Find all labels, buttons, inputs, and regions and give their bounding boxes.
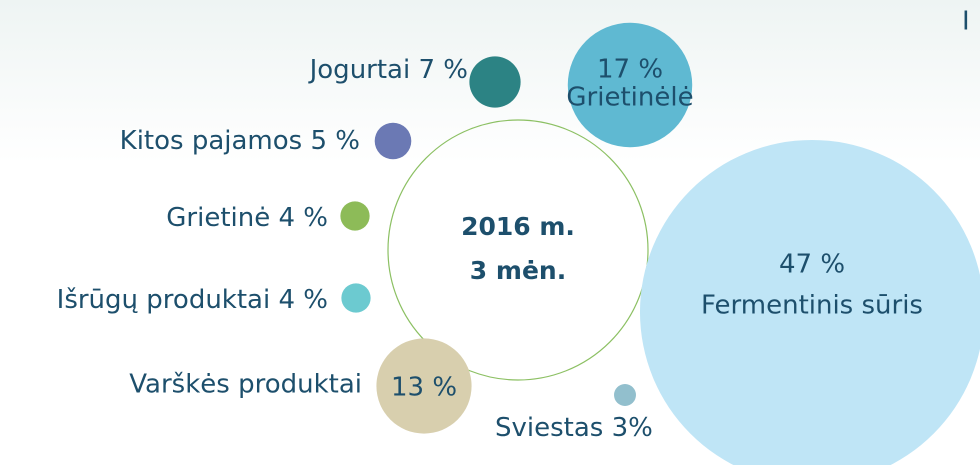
bubble — [376, 338, 472, 434]
bubble-label: Kitos pajamos 5 % — [120, 126, 360, 156]
value-label: 17 % — [597, 55, 663, 85]
corner-text: I — [962, 7, 970, 37]
value-label: 4 % — [278, 285, 328, 315]
center-label: 3 mėn. — [470, 256, 566, 285]
category-name: Jogurtai — [308, 55, 411, 85]
bubble-label: Grietinė 4 % — [166, 203, 328, 233]
bubble — [614, 384, 636, 406]
value-label: 3% — [612, 413, 653, 443]
bubble — [640, 140, 980, 465]
bubble — [341, 283, 371, 313]
bubble — [567, 22, 693, 148]
bubble-label: Išrūgų produktai 4 % — [57, 285, 328, 315]
center-label: 2016 m. — [461, 212, 575, 241]
category-name: Sviestas — [495, 413, 603, 443]
value-label: 13 % — [391, 373, 457, 403]
category-name: Grietinėlė — [566, 83, 693, 113]
value-label: 7 % — [418, 55, 468, 85]
bubble-label: Sviestas 3% — [495, 413, 653, 443]
center-circle — [387, 119, 649, 381]
bubble-label: Jogurtai 7 % — [308, 55, 468, 85]
value-label: 5 % — [310, 126, 360, 156]
category-name: Fermentinis sūris — [701, 291, 923, 321]
category-name: Grietinė — [166, 203, 270, 233]
bubble — [340, 201, 370, 231]
value-label: 4 % — [278, 203, 328, 233]
value-label: 47 % — [779, 250, 845, 280]
bubble — [374, 122, 412, 160]
category-name: Kitos pajamos — [120, 126, 303, 156]
category-name: Varškės produktai — [129, 370, 362, 400]
bubble — [469, 56, 521, 108]
category-name: Išrūgų produktai — [57, 285, 271, 315]
